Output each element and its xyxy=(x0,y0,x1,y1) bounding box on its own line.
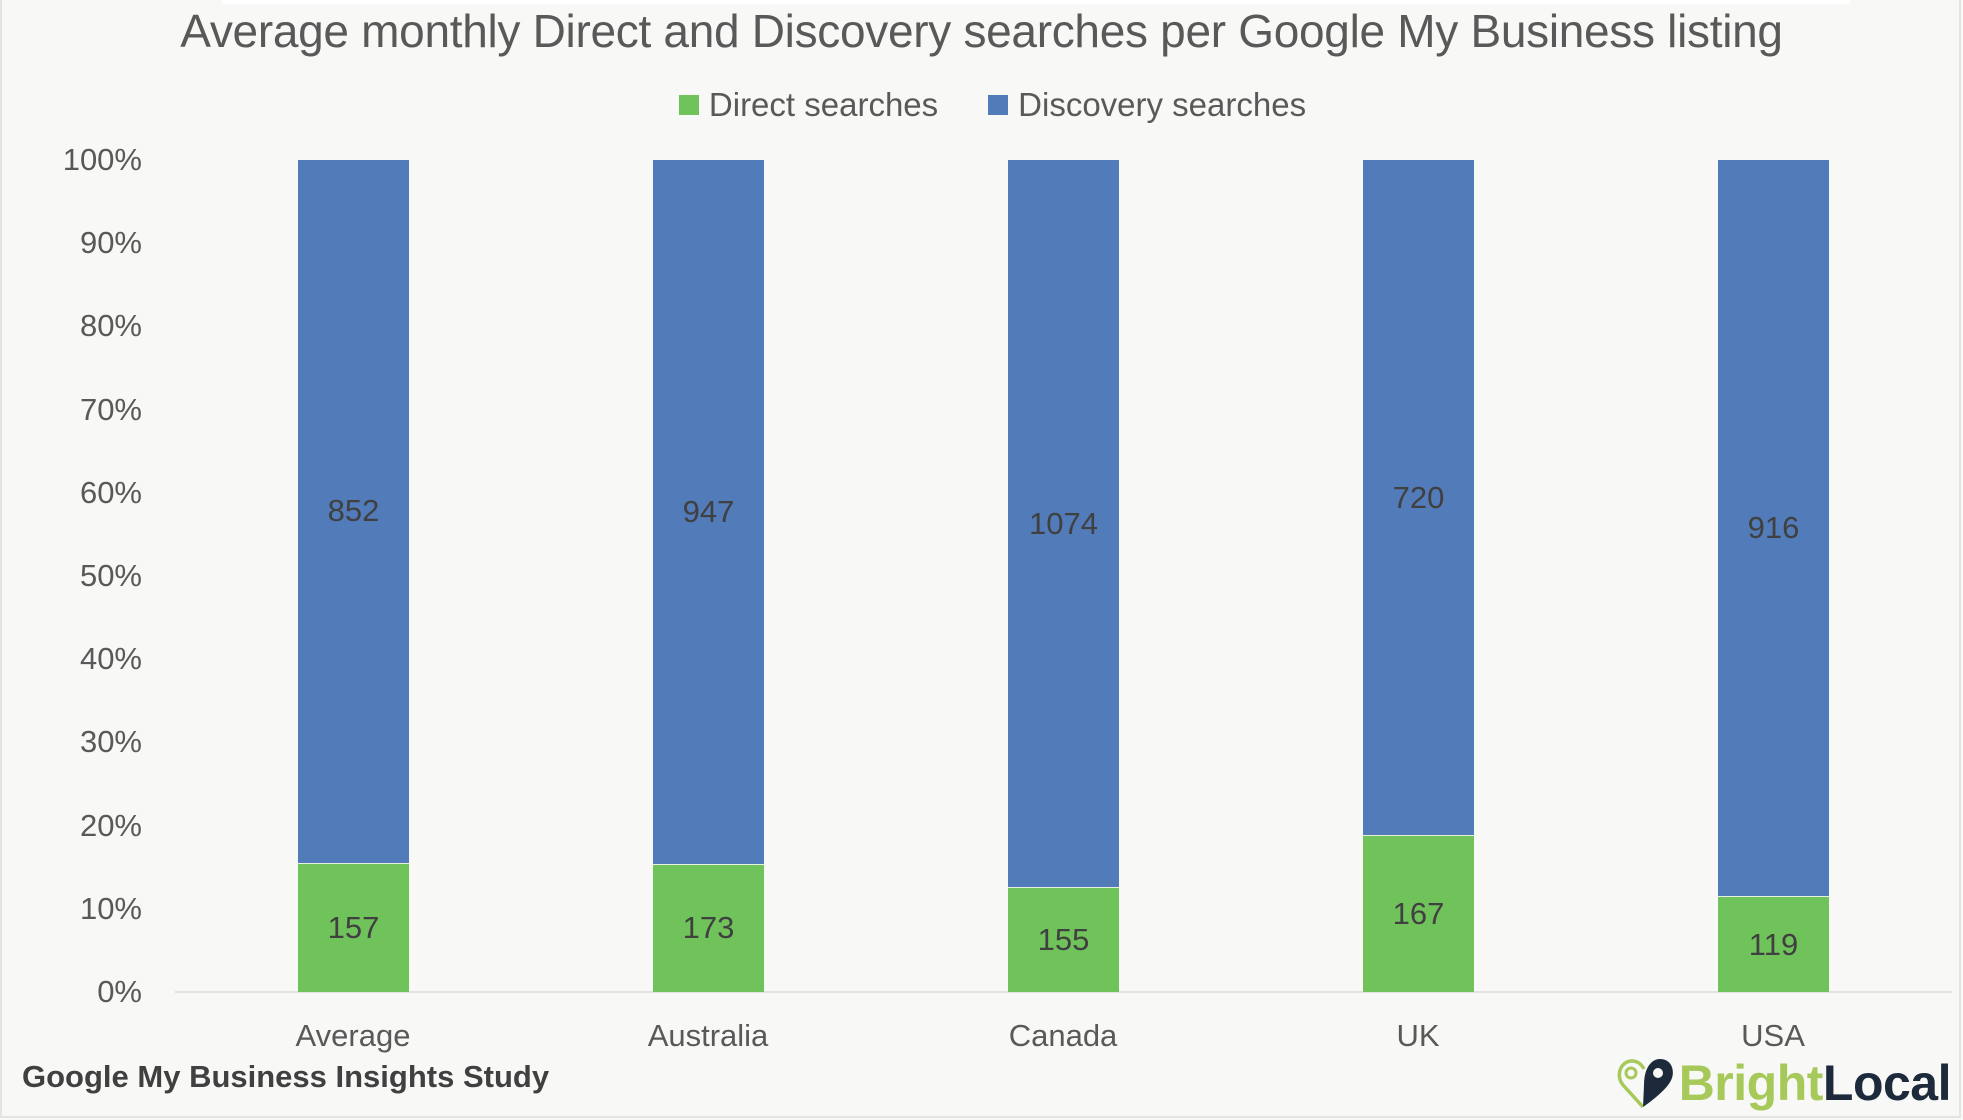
bar-uk: 167 720 xyxy=(1363,160,1474,992)
y-tick-label: 50% xyxy=(79,558,142,593)
brand-local: Local xyxy=(1822,1055,1952,1111)
y-tick-label: 0% xyxy=(97,974,142,1009)
direct-segment: 173 xyxy=(653,863,764,992)
legend: Direct searches Discovery searches xyxy=(0,86,1963,124)
data-label: 173 xyxy=(682,910,735,946)
bar-usa: 119 916 xyxy=(1718,160,1829,992)
brightlocal-logo: BrightLocal xyxy=(1617,1054,1952,1112)
x-tick-label: Canada xyxy=(1008,1018,1118,1053)
x-tick-label: Average xyxy=(295,1018,411,1053)
y-tick-label: 70% xyxy=(79,391,142,427)
data-label: 155 xyxy=(1037,922,1090,958)
top-strip xyxy=(222,0,1850,4)
legend-swatch-discovery xyxy=(988,95,1009,115)
x-axis-line xyxy=(175,991,1952,993)
data-label: 1074 xyxy=(1029,505,1098,541)
data-label: 157 xyxy=(327,909,380,945)
discovery-segment: 720 xyxy=(1363,160,1474,836)
data-label: 852 xyxy=(327,493,380,529)
direct-segment: 119 xyxy=(1718,896,1829,992)
legend-label-direct: Direct searches xyxy=(708,86,939,123)
data-label: 167 xyxy=(1392,896,1445,932)
x-tick-label: USA xyxy=(1741,1018,1805,1053)
direct-segment: 157 xyxy=(298,862,409,992)
y-tick-label: 30% xyxy=(79,724,142,760)
legend-item-discovery: Discovery searches xyxy=(988,86,1306,124)
source-label: Google My Business Insights Study xyxy=(22,1059,550,1094)
y-tick-label: 80% xyxy=(79,308,142,344)
data-label: 720 xyxy=(1392,479,1445,515)
data-label: 947 xyxy=(682,493,735,529)
legend-label-discovery: Discovery searches xyxy=(1018,86,1307,123)
legend-swatch-direct xyxy=(678,95,699,115)
discovery-segment: 916 xyxy=(1718,160,1829,897)
y-tick-label: 10% xyxy=(79,890,142,926)
data-label: 119 xyxy=(1748,926,1799,962)
data-label: 916 xyxy=(1747,510,1800,546)
bar-average: 157 852 xyxy=(298,160,409,992)
direct-segment: 155 xyxy=(1008,887,1119,992)
legend-item-direct: Direct searches xyxy=(678,86,939,124)
brand-bright: Bright xyxy=(1678,1055,1824,1111)
y-tick-label: 40% xyxy=(79,641,142,677)
x-tick-label: UK xyxy=(1396,1018,1440,1053)
y-tick-label: 20% xyxy=(79,807,142,843)
x-tick-label: Australia xyxy=(647,1018,769,1053)
discovery-segment: 947 xyxy=(653,160,764,864)
bar-canada: 155 1074 xyxy=(1008,160,1119,992)
chart-title: Average monthly Direct and Discovery sea… xyxy=(180,5,1783,57)
map-pin-heart-icon xyxy=(1617,1059,1673,1109)
y-tick-label: 60% xyxy=(79,474,142,510)
y-tick-label: 90% xyxy=(79,225,142,261)
bar-australia: 173 947 xyxy=(653,160,764,992)
direct-segment: 167 xyxy=(1363,835,1474,992)
discovery-segment: 852 xyxy=(298,160,409,863)
discovery-segment: 1074 xyxy=(1008,160,1119,888)
y-tick-label: 100% xyxy=(62,142,142,177)
